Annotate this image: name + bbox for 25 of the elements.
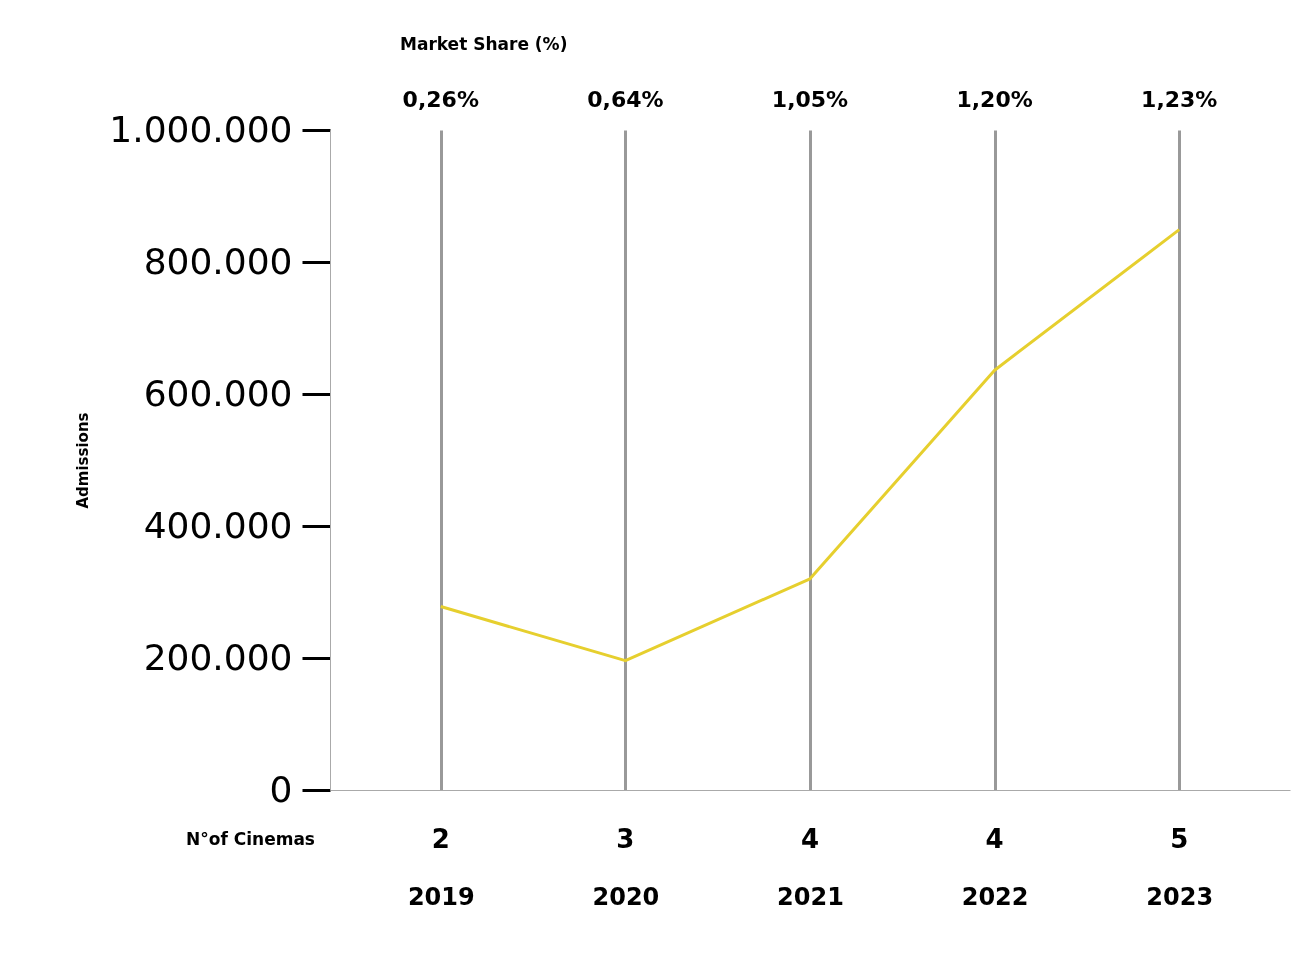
- text: N°of Cinemas: [186, 829, 315, 849]
- y-tick-label: 400.000: [143, 504, 293, 546]
- text: 1,23%: [1141, 87, 1218, 112]
- text: 0,64%: [587, 87, 664, 112]
- x-tick-label: 2022: [961, 882, 1029, 911]
- text: 0,26%: [402, 87, 479, 112]
- line-series: [439, 228, 1181, 663]
- x-tick-label: 2023: [1146, 882, 1214, 911]
- y-tick-label: 200.000: [143, 636, 293, 678]
- text: Market Share (%): [400, 34, 568, 54]
- text: 1,05%: [771, 87, 849, 112]
- text: 5: [1170, 824, 1189, 854]
- x-tick-label: 2020: [592, 882, 660, 911]
- text: 2: [431, 824, 450, 854]
- y-tick-label: 800.000: [143, 240, 293, 282]
- text: 4: [800, 824, 820, 854]
- x-tick-label: 2019: [407, 882, 475, 911]
- x-tick-label: 2021: [777, 882, 844, 911]
- y-tick-label: 0: [269, 768, 293, 810]
- text: 4: [985, 824, 1004, 854]
- text: 1,20%: [956, 87, 1033, 112]
- y-tick-label: 600.000: [143, 372, 293, 414]
- y-tick-label: 1.000.000: [109, 108, 293, 150]
- text: 3: [616, 824, 635, 854]
- y-axis-title: Admissions: [73, 412, 92, 509]
